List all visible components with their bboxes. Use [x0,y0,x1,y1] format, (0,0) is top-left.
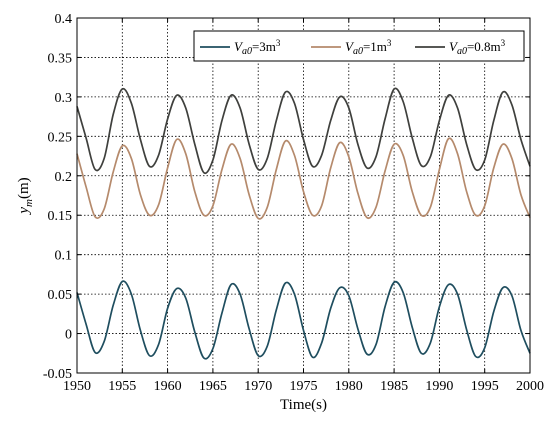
y-tick-label: 0.35 [48,51,73,66]
axis-ticks: 1950 1955 1960 1965 1970 1975 1980 1985 1990 1995… [43,12,544,394]
x-tick-label: 1975 [290,379,318,394]
series-lines [76,87,531,360]
legend-entry-va0-1: Va0=1m3 [311,38,392,57]
x-tick-label: 1970 [244,379,272,394]
x-tick-label: 2000 [516,379,544,394]
legend-label-value: =1m [363,39,387,54]
legend-label-superscript: 3 [276,38,281,48]
y-tick-label: 0.2 [55,170,73,185]
legend-label: Va0=3m3 [234,38,281,57]
x-tick-label: 1995 [471,379,499,394]
x-tick-label: 1950 [63,379,91,394]
legend-label-subscript: a0 [457,46,467,57]
y-axis-label-symbol: y [16,207,32,216]
y-axis-label-unit: (m) [16,177,32,199]
legend-label-value: =3m [252,39,276,54]
x-tick-label: 1955 [108,379,136,394]
x-axis-label: Time(s) [280,397,327,413]
legend-entry-va0-3: Va0=3m3 [200,38,281,57]
legend-label-symbol: V [449,39,459,54]
legend-label-symbol: V [234,39,244,54]
y-tick-label: 0 [65,328,72,343]
legend-entry-va0-0-8: Va0=0.8m3 [415,38,506,57]
y-tick-label: 0.15 [48,209,73,224]
y-tick-label: 0.3 [55,91,73,106]
legend-label-subscript: a0 [353,46,363,57]
legend-box [193,30,525,62]
series-line-va0-1 [76,137,531,220]
x-tick-label: 1960 [154,379,182,394]
x-tick-label: 1980 [335,379,363,394]
legend-label-superscript: 3 [387,38,392,48]
legend-label: Va0=0.8m3 [449,38,506,57]
y-tick-label: 0.4 [55,12,73,27]
series-line-va0-0-8 [76,87,531,175]
legend: Va0=3m3 Va0=1m3 Va0=0.8m3 [193,30,525,62]
y-tick-label: 0.25 [48,130,73,145]
y-tick-label: 0.05 [48,288,73,303]
series-line-va0-3 [76,280,531,360]
x-tick-label: 1965 [199,379,227,394]
x-tick-label: 1985 [380,379,408,394]
legend-label-symbol: V [345,39,355,54]
y-tick-label: 0.1 [55,249,73,264]
y-axis-label-subscript: m [23,199,35,207]
x-tick-label: 1990 [425,379,453,394]
legend-label-value: =0.8m [467,39,501,54]
legend-label-subscript: a0 [242,46,252,57]
legend-label-superscript: 3 [501,38,506,48]
legend-label: Va0=1m3 [345,38,392,57]
y-tick-label: -0.05 [43,367,72,382]
y-axis-label: ym(m) [16,177,35,215]
